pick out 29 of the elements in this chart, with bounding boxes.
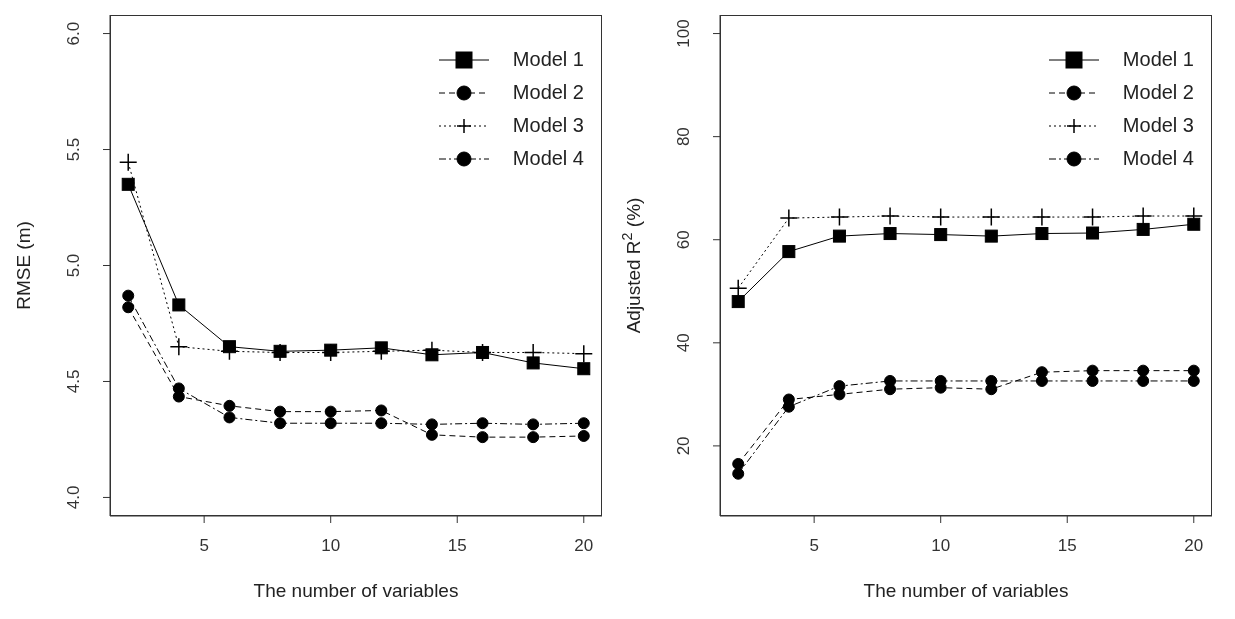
x-tick-label: 10 — [931, 536, 951, 556]
x-tick-label: 10 — [321, 536, 341, 556]
y-tick-label: 5.0 — [64, 253, 83, 278]
legend-label: Model 2 — [512, 81, 584, 104]
y-tick-label: 100 — [674, 19, 693, 48]
legend-label: Model 3 — [1122, 114, 1194, 137]
y-tick-label: 20 — [674, 436, 693, 456]
x-tick-label: 5 — [199, 536, 209, 556]
y-tick-label: 6.0 — [64, 21, 83, 46]
y-tick-label: 5.5 — [64, 137, 83, 162]
x-tick-label: 5 — [809, 536, 819, 556]
y-axis-title: RMSE (m) — [13, 221, 34, 310]
x-axis-title: The number of variables — [253, 580, 459, 601]
x-tick-label: 20 — [574, 536, 594, 556]
legend-label: Model 3 — [512, 114, 584, 137]
y-tick-label: 4.0 — [64, 485, 83, 510]
y-tick-label: 40 — [674, 333, 693, 353]
legend-label: Model 4 — [1122, 147, 1194, 170]
y-tick-label: 80 — [674, 127, 693, 147]
legend-label: Model 1 — [1122, 48, 1194, 71]
legend-label: Model 4 — [512, 147, 584, 170]
x-tick-label: 20 — [1184, 536, 1204, 556]
legend-label: Model 1 — [512, 48, 584, 71]
y-tick-label: 4.5 — [64, 369, 83, 394]
y-tick-label: 60 — [674, 230, 693, 250]
x-tick-label: 15 — [1057, 536, 1077, 556]
legend-label: Model 2 — [1122, 81, 1194, 104]
x-axis-title: The number of variables — [863, 580, 1069, 601]
x-tick-label: 15 — [447, 536, 467, 556]
